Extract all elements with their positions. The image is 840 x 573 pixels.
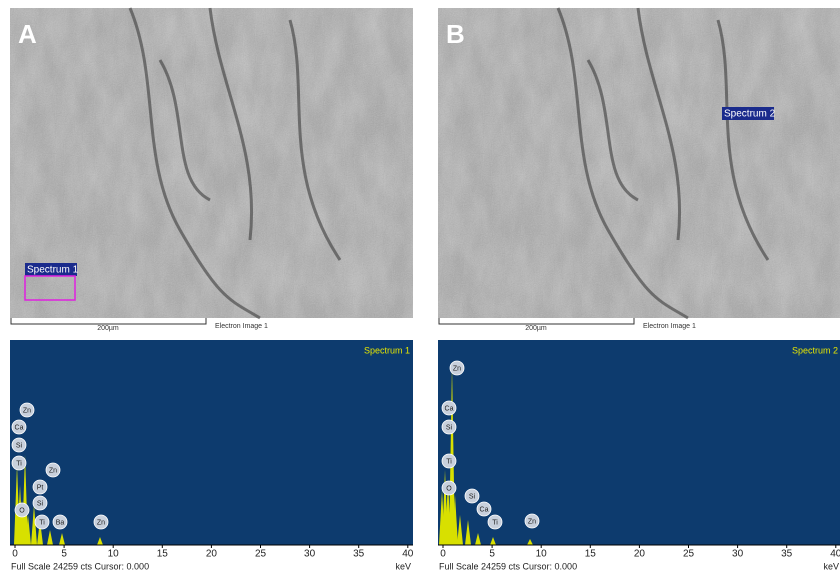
scale-bar-label: 200µm — [97, 325, 119, 332]
x-tick-label: 40 — [830, 549, 840, 560]
x-tick-label: 35 — [781, 549, 793, 560]
scale-bar-label: 200µm — [525, 325, 547, 332]
x-tick-label: 25 — [255, 549, 267, 560]
x-tick-label: 5 — [489, 549, 495, 560]
peak-label: Si — [16, 442, 23, 449]
x-tick-label: 0 — [440, 549, 446, 560]
peak-label: Zn — [453, 365, 461, 372]
x-tick-label: 15 — [585, 549, 597, 560]
spectrum-plot — [10, 340, 413, 545]
spectrum-plot — [438, 340, 840, 545]
x-tick-label: 10 — [108, 549, 120, 560]
spectrum-title: Spectrum 1 — [364, 345, 410, 355]
spectrum-footer: Full Scale 24259 cts Cursor: 0.000 — [11, 561, 149, 571]
panel-letter: B — [446, 19, 465, 49]
peak-label: Ti — [39, 519, 45, 526]
peak-label: O — [19, 507, 25, 514]
x-tick-label: 5 — [61, 549, 67, 560]
scale-bar — [439, 318, 634, 324]
x-tick-label: 30 — [304, 549, 316, 560]
peak-label: Ti — [446, 458, 452, 465]
peak-label: Ba — [56, 519, 65, 526]
peak-label: Ti — [492, 519, 498, 526]
peak-label: Zn — [23, 407, 31, 414]
figure: A Spectrum 1 200µm Electron Image 1 Spectrum… — [0, 0, 840, 573]
panel: B Spectrum 2 200µm Electron Image 1 Spectrum… — [438, 8, 840, 571]
peak-label: Zn — [49, 467, 57, 474]
axis-unit: keV — [395, 561, 411, 571]
scale-bar — [11, 318, 206, 324]
peak-label: Si — [469, 493, 476, 500]
peak-label: Ca — [445, 405, 454, 412]
peak-label: Pt — [37, 484, 44, 491]
x-tick-label: 30 — [732, 549, 744, 560]
x-tick-label: 15 — [157, 549, 169, 560]
sem-grain — [438, 8, 840, 318]
x-tick-label: 25 — [683, 549, 695, 560]
panel-letter: A — [18, 19, 37, 49]
peak-label: Zn — [528, 518, 536, 525]
image-caption: Electron Image 1 — [215, 323, 268, 330]
x-tick-label: 10 — [536, 549, 548, 560]
x-tick-label: 35 — [353, 549, 365, 560]
x-tick-label: 20 — [206, 549, 218, 560]
peak-label: Si — [446, 424, 453, 431]
marker-label: Spectrum 1 — [27, 265, 79, 276]
axis-unit: keV — [823, 561, 839, 571]
panel: A Spectrum 1 200µm Electron Image 1 Spectrum… — [10, 8, 414, 571]
peak-label: O — [446, 485, 452, 492]
image-caption: Electron Image 1 — [643, 323, 696, 330]
spectrum-title: Spectrum 2 — [792, 345, 838, 355]
x-tick-label: 40 — [402, 549, 414, 560]
peak-label: Ti — [16, 460, 22, 467]
spectrum-footer: Full Scale 24259 cts Cursor: 0.000 — [439, 561, 577, 571]
peak-label: Ca — [15, 424, 24, 431]
x-tick-label: 20 — [634, 549, 646, 560]
peak-label: Zn — [97, 519, 105, 526]
peak-label: Si — [37, 500, 44, 507]
marker-label: Spectrum 2 — [724, 109, 776, 120]
peak-label: Ca — [480, 506, 489, 513]
x-tick-label: 0 — [12, 549, 18, 560]
